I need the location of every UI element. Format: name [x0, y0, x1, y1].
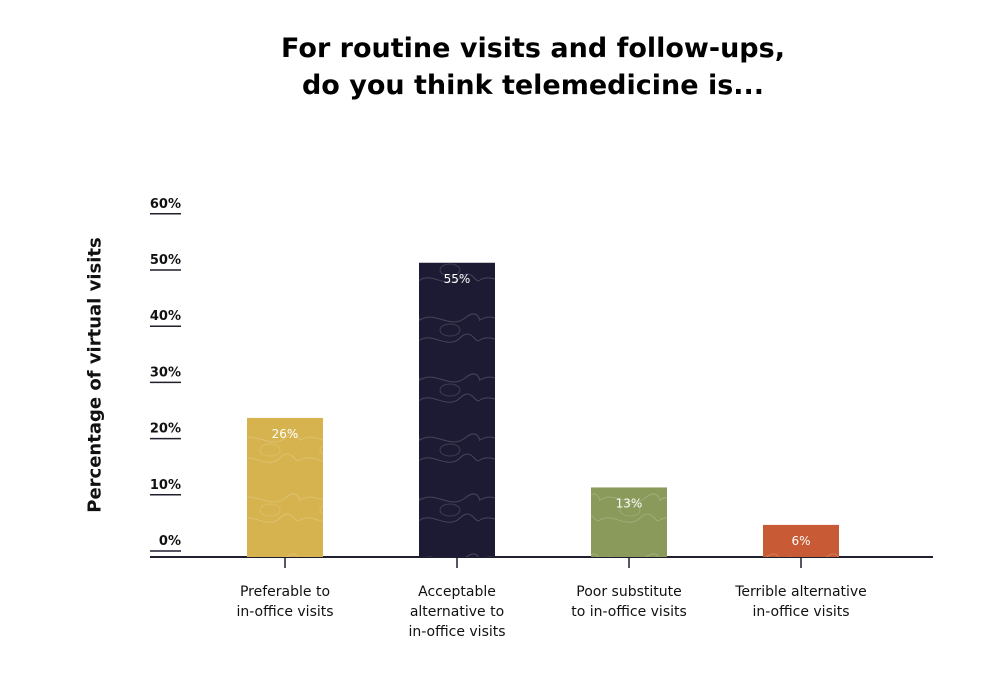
bar-texture: [591, 487, 667, 557]
x-tick-label: in-office visits: [408, 624, 505, 640]
x-tick-label: Terrible alternative: [734, 584, 867, 600]
chart-title: For routine visits and follow-ups, do yo…: [0, 30, 983, 104]
bar-texture: [763, 524, 839, 557]
data-label: 6%: [791, 534, 810, 548]
x-tick-label: Acceptable: [418, 584, 496, 600]
x-tick-label: to in-office visits: [571, 604, 687, 620]
x-tick-label: Poor substitute: [576, 584, 681, 600]
data-label: 13%: [616, 496, 643, 510]
y-tick-label: 50%: [150, 253, 181, 268]
bar-texture: [419, 262, 495, 557]
x-tick-label: in-office visits: [236, 604, 333, 620]
bar-texture: [247, 417, 323, 557]
x-tick-label: in-office visits: [752, 604, 849, 620]
y-tick-label: 40%: [150, 309, 181, 324]
x-tick-label: alternative to: [410, 604, 504, 620]
chart-title-line-2: do you think telemedicine is...: [301, 70, 765, 101]
x-tick-label: Preferable to: [240, 584, 330, 600]
data-label: 26%: [272, 427, 299, 441]
data-label: 55%: [444, 272, 471, 286]
y-tick-label: 0%: [159, 534, 181, 549]
chart-title-line-1: For routine visits and follow-ups,: [281, 33, 785, 64]
y-tick-label: 20%: [150, 422, 181, 437]
y-tick-label: 60%: [150, 197, 181, 212]
y-tick-label: 30%: [150, 365, 181, 380]
y-tick-label: 10%: [150, 478, 181, 493]
